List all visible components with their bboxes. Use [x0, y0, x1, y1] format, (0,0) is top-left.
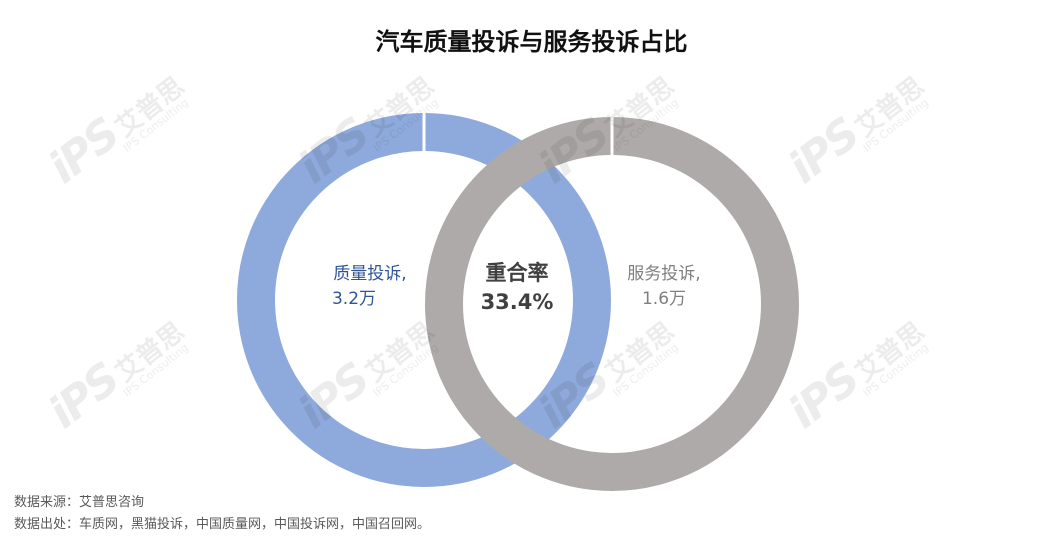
service-label-value: 1.6万: [642, 289, 686, 309]
overlap-label-name: 重合率: [486, 261, 549, 285]
service-label-name: 服务投诉,: [627, 264, 700, 284]
quality-label-value: 3.2万: [332, 289, 376, 309]
data-source-note: 数据出处：车质网，黑猫投诉，中国质量网，中国投诉网，中国召回网。: [14, 517, 431, 532]
quality-label-name: 质量投诉,: [333, 264, 406, 284]
source-note: 数据来源：艾普思咨询: [14, 495, 145, 510]
chart-title: 汽车质量投诉与服务投诉占比: [375, 28, 688, 56]
overlap-label-value: 33.4%: [481, 290, 554, 314]
